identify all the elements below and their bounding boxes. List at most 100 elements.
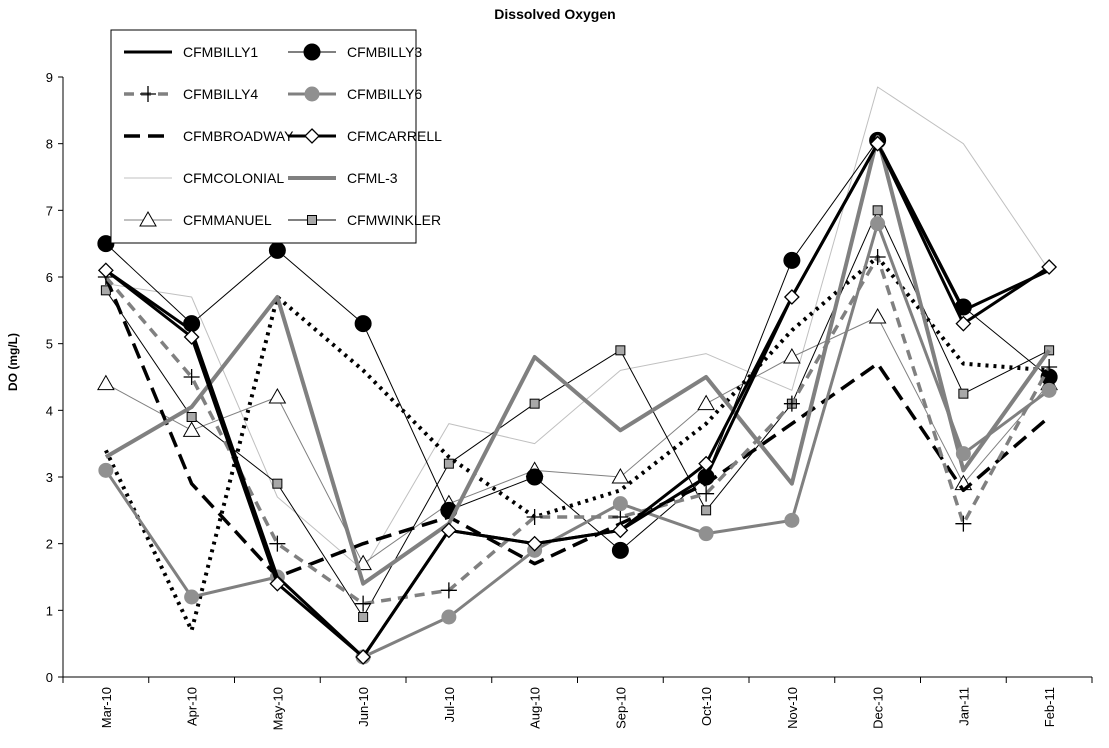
data-point [98,462,114,478]
legend-marker [303,43,321,61]
data-point [697,394,715,411]
data-point [441,609,457,625]
legend-marker [139,210,157,227]
series-line [105,209,1050,618]
legend-label: CFMMANUEL [183,212,272,228]
data-point [955,315,972,332]
legend: CFMBILLY1 CFMBILLY3 CFMBILLY4 CFMBILLY6 CFMB… [110,29,442,244]
data-point [97,262,114,279]
data-point [183,369,200,385]
legend-item-cfmbilly3: CFMBILLY3 [288,43,422,61]
x-tick-label: Dec-10 [871,687,886,729]
series-line [104,222,1051,659]
data-point [354,315,372,333]
data-point [268,241,286,259]
series-cfmmanuel [97,307,1058,571]
x-tick-label: Jan-11 [956,687,971,726]
series-line [104,255,1051,606]
series-cfmcarrell [97,135,1058,665]
data-point [612,496,628,512]
legend-item-cfmbilly6: CFMBILLY6 [288,86,422,102]
y-tick-label: 1 [46,603,53,618]
data-point [783,289,800,305]
y-axis-label: DO (mg/L) [6,333,20,391]
data-point [268,387,287,404]
data-point [615,345,626,356]
chart-title: Dissolved Oxygen [494,6,615,22]
x-tick-label: Jun-10 [356,687,371,727]
x-tick-label: Nov-10 [785,687,800,729]
data-point [872,205,883,216]
legend-label: CFMBILLY3 [347,44,422,60]
data-point [440,582,457,599]
x-tick-label: Aug-10 [528,687,543,729]
data-point [955,515,972,532]
data-point [612,509,629,525]
legend-item-cfmcarrell: CFMCARRELL [288,128,442,144]
data-point [269,535,286,552]
y-tick-label: 9 [46,70,53,85]
data-point [355,595,372,612]
data-point [97,374,115,391]
data-point [698,526,714,542]
data-point [698,455,715,472]
x-tick-label: Mar-10 [99,687,114,728]
series-cfmbroadway [104,276,1051,579]
legend-marker [140,86,156,102]
legend-label: CFML-3 [347,170,398,186]
y-tick-label: 3 [46,470,53,485]
series-line [104,276,1051,579]
series-cfmbilly6 [98,216,1057,665]
data-point [783,251,801,269]
legend-item-cfml-3: CFML-3 [288,170,398,186]
y-tick-label: 6 [46,270,53,285]
legend-item-cfmcolonial: CFMCOLONIAL [124,170,284,186]
data-point [870,216,886,232]
data-point [869,135,886,152]
data-point [529,398,540,409]
data-point [526,535,543,552]
data-point [272,478,283,489]
data-point [955,446,971,462]
series-line [104,135,1051,586]
data-point [958,388,969,399]
legend-label: CFMCARRELL [347,128,442,144]
data-point [698,485,715,502]
series-cfmcolonial [105,86,1050,571]
legend-label: CFMWINKLER [347,212,441,228]
y-tick-label: 7 [46,203,53,218]
legend-label: CFMBILLY1 [183,44,258,60]
series-cfml-3 [104,135,1051,586]
data-point [184,589,200,605]
legend-item-cfmbilly4: CFMBILLY4 [124,86,258,102]
series-line [105,139,1050,551]
data-point [611,467,630,484]
legend-item-cfmmanuel: CFMMANUEL [124,210,272,228]
series-line [104,142,1050,659]
y-tick-label: 2 [46,537,53,552]
data-point [612,522,629,539]
x-tick-label: Apr-10 [185,687,200,726]
series-layer [97,86,1058,665]
data-point [784,512,800,528]
series-unlabeled-dotted [104,255,1050,633]
data-point [701,505,712,516]
legend-marker [304,128,320,144]
data-point [358,612,369,622]
data-point [440,522,457,539]
series-line [105,316,1050,565]
data-point [97,235,115,253]
legend-label: CFMCOLONIAL [183,170,284,186]
data-point [1041,359,1058,375]
data-point [611,541,629,559]
data-point [186,412,197,422]
data-point [869,249,886,265]
y-tick-label: 5 [46,337,53,352]
legend-label: CFMBROADWAY [183,128,294,144]
data-point [526,509,543,525]
axes: 0 1 2 3 4 5 6 7 8 9 Mar-10 Apr-10 May-10 Jun-10 Jul-10… [46,70,1093,730]
data-point [783,347,801,364]
data-point [182,421,201,437]
